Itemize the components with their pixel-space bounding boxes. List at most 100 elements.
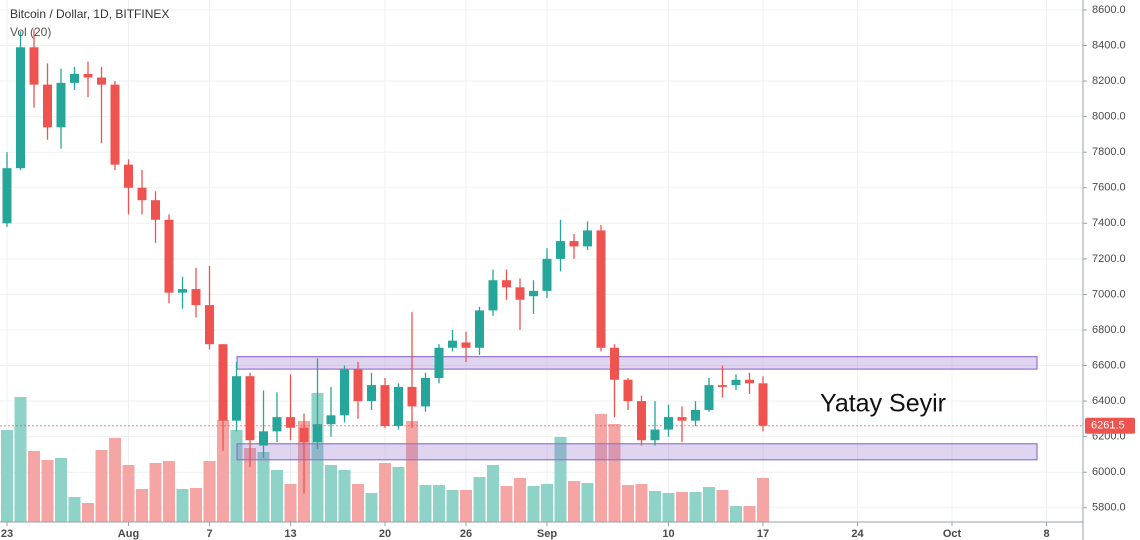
candle-body [205, 305, 214, 345]
volume-bar [487, 465, 499, 522]
volume-bar [365, 493, 378, 522]
candle-body [218, 344, 228, 421]
candle-body [731, 379, 741, 386]
candle-body [43, 84, 52, 128]
candle-body [340, 369, 349, 416]
candle-body [596, 230, 606, 348]
volume-bar [149, 463, 162, 522]
volume-bar [14, 397, 27, 522]
range-zone [236, 443, 1038, 461]
x-tick-label: 17 [757, 528, 769, 540]
y-tick-label: 7200.0 [1092, 253, 1126, 265]
candle-body [29, 47, 39, 85]
x-tick-label: 23 [1, 528, 13, 540]
volume-bar [257, 452, 270, 522]
candle-body [178, 289, 187, 293]
volume-bar [41, 460, 54, 522]
volume-bar [743, 506, 756, 522]
candle-body [191, 289, 201, 306]
y-tick-label: 5800.0 [1092, 502, 1126, 514]
x-tick-label: Sep [537, 528, 557, 540]
candle-body [529, 290, 538, 297]
candle-body [691, 409, 700, 421]
y-tick-label: 6400.0 [1092, 395, 1126, 407]
volume-bar [676, 492, 688, 522]
candle-body [124, 164, 133, 188]
volume-bar [163, 461, 175, 522]
candle-body [164, 219, 174, 293]
x-tick-label: Aug [118, 528, 139, 540]
candle-body [758, 383, 768, 426]
x-tick-label: 7 [206, 528, 212, 540]
candle-body [299, 427, 309, 442]
candle-body [569, 241, 579, 247]
y-tick-label: 6800.0 [1092, 324, 1126, 336]
candle-body [556, 241, 565, 259]
candle-body [16, 47, 25, 169]
volume-bar [716, 490, 729, 522]
candle-body [110, 84, 120, 165]
x-tick-label: 8 [1043, 528, 1049, 540]
volume-bar [338, 470, 351, 522]
candle-body [704, 385, 714, 410]
y-tick-label: 6600.0 [1092, 359, 1126, 371]
candle-body [677, 417, 687, 421]
volume-bar [109, 438, 121, 522]
volume-bar [284, 484, 297, 522]
volume-bar [514, 478, 526, 522]
volume-bar [541, 484, 553, 522]
candle-body [97, 77, 106, 85]
candle-body [515, 287, 525, 300]
volume-bar [55, 458, 67, 522]
candle-body [353, 369, 363, 402]
volume-bar [608, 424, 621, 522]
y-tick-label: 7000.0 [1092, 288, 1126, 300]
y-tick-label: 8000.0 [1092, 111, 1126, 123]
candle-body [272, 417, 282, 432]
price-axis-bg [1083, 0, 1140, 540]
volume-bar [757, 478, 769, 522]
candle-body [326, 415, 336, 425]
candle-body [394, 386, 403, 426]
volume-bar [379, 463, 391, 522]
volume-bar [217, 420, 229, 522]
volume-bar [271, 470, 283, 522]
x-tick-label: 20 [379, 528, 391, 540]
candle-body [286, 417, 295, 428]
volume-bar [595, 414, 607, 522]
candle-body [380, 385, 390, 426]
candle-body [488, 280, 498, 311]
volume-bar [68, 497, 81, 522]
x-tick-label: 24 [851, 528, 864, 540]
candle-body [421, 377, 430, 407]
y-tick-label: 7800.0 [1092, 146, 1126, 158]
volume-bar [325, 465, 337, 522]
volume-bar [581, 483, 594, 522]
x-tick-label: 26 [460, 528, 472, 540]
volume-bar [527, 486, 540, 522]
volume-bar [433, 485, 445, 522]
candle-body [407, 386, 417, 407]
volume-bar [662, 493, 675, 522]
volume-bar [446, 490, 459, 522]
candle-body [583, 230, 592, 247]
volume-bar [244, 448, 256, 522]
volume-bar [82, 503, 94, 522]
volume-bar [689, 492, 702, 522]
candle-body [367, 385, 376, 402]
volume-bar [622, 485, 634, 522]
candle-body [542, 258, 552, 291]
volume-bar [500, 486, 513, 522]
volume-bar [568, 481, 580, 522]
volume-bar [473, 477, 486, 522]
chart-title: Bitcoin / Dollar, 1D, BITFINEX [10, 7, 169, 21]
candle-body [745, 379, 754, 384]
time-axis-bg [0, 522, 1083, 540]
x-tick-label: 13 [284, 528, 296, 540]
volume-bar [554, 437, 567, 522]
volume-bar [203, 461, 216, 522]
candle-body [664, 417, 673, 430]
y-tick-label: 8600.0 [1092, 4, 1126, 16]
chart-subtitle: Vol (20) [10, 25, 51, 39]
